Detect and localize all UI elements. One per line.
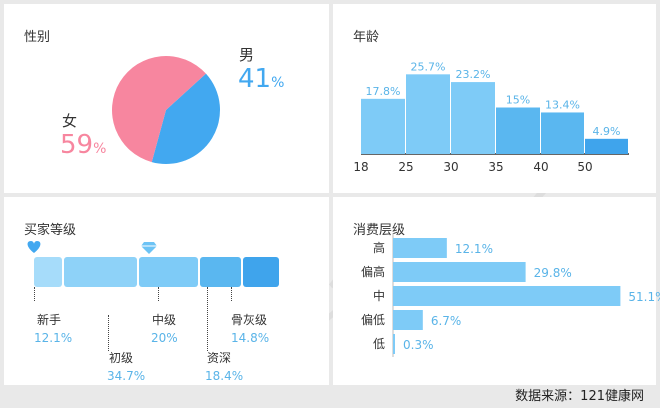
pie-slice (151, 73, 221, 164)
spend-bar (393, 334, 395, 354)
gender-pie-chart (112, 56, 221, 164)
spend-category-label: 偏低 (361, 312, 385, 327)
male-label: 男 (239, 46, 255, 64)
leader-line (158, 287, 159, 301)
level-name: 骨灰级 (231, 313, 268, 327)
level-name: 初级 (109, 351, 134, 365)
age-bar-value: 13.4% (545, 98, 580, 111)
age-bar-value: 4.9% (593, 125, 621, 138)
female-percent: 59% (60, 130, 107, 160)
level-value: 12.1% (34, 331, 73, 345)
spend-bar-value: 6.7% (431, 314, 462, 328)
buyer-title: 买家等级 (24, 223, 77, 238)
age-title: 年龄 (353, 30, 380, 45)
buyer-level-segment (200, 257, 241, 287)
spend-bar-value: 12.1% (455, 242, 493, 256)
gender-panel: 性别 男 41% 女 59% (4, 4, 329, 193)
age-bar-value: 25.7% (411, 60, 446, 73)
leader-line (231, 287, 232, 301)
age-bar-value: 17.8% (366, 85, 401, 98)
level-name: 资深 (207, 351, 232, 365)
level-value: 18.4% (205, 369, 244, 383)
age-tick-label: 40 (533, 160, 548, 174)
buyer-level-segment (64, 257, 137, 287)
spend-bar (393, 262, 526, 282)
age-bar (585, 138, 628, 154)
level-name: 中级 (152, 313, 177, 327)
male-percent: 41% (238, 64, 285, 94)
spend-bar-value: 51.1% (628, 290, 660, 304)
age-bar (541, 112, 584, 154)
spend-bar-value: 29.8% (534, 266, 572, 280)
leader-line (108, 315, 109, 351)
age-bar (496, 107, 540, 154)
level-value: 34.7% (107, 369, 146, 383)
level-value: 14.8% (231, 331, 270, 345)
heart-icon (27, 241, 41, 253)
age-tick-label: 25 (398, 160, 413, 174)
spend-bar-value: 0.3% (403, 338, 434, 352)
level-name: 新手 (37, 313, 62, 327)
spending-level-bar: 高 12.1% 偏高 29.8% 中 51.1% 偏低 6.7% 低 0.3% (361, 233, 660, 357)
age-tick-label: 30 (443, 160, 458, 174)
spend-category-label: 低 (373, 337, 385, 351)
age-bar-value: 15% (506, 94, 530, 107)
buyer-level-segment (34, 257, 62, 287)
age-tick-label: 18 (353, 160, 368, 174)
age-tick-label: 35 (488, 160, 503, 174)
diamond-icon (141, 242, 157, 254)
level-value: 20% (151, 331, 178, 345)
data-source: 数据来源：121健康网 (515, 389, 644, 404)
spend-bar (393, 286, 621, 306)
buyer-level-bar (27, 241, 279, 287)
female-label: 女 (62, 112, 78, 130)
spend-bar (393, 310, 423, 330)
leader-line (207, 287, 208, 351)
buyer-level-segment (139, 257, 198, 287)
spend-category-label: 中 (373, 288, 385, 303)
buyer-panel: 买家等级 新手 12.1% 初级 34.7% 中级 20% 资深 18.4% 骨… (4, 197, 329, 385)
age-bar (451, 82, 495, 154)
age-bar (361, 98, 405, 154)
leader-line (34, 287, 35, 301)
age-histogram: 17.8% 25.7% 23.2% 15% 13.4% 4.9% 18 25 30 35 40 50 (353, 60, 629, 174)
spending-panel: 消费层级 高 12.1% 偏高 29.8% 中 51.1% 偏低 6.7% 低 0.3% (333, 197, 660, 385)
buyer-level-segment (243, 257, 279, 287)
pie-slice (112, 56, 206, 163)
gender-title: 性别 (24, 30, 51, 45)
spend-category-label: 高 (373, 240, 385, 255)
age-bar-value: 23.2% (456, 68, 491, 81)
spend-category-label: 偏高 (361, 264, 385, 279)
age-tick-label: 50 (577, 160, 592, 174)
spend-bar (393, 238, 447, 258)
spending-title: 消费层级 (353, 223, 406, 238)
age-bar (406, 74, 450, 154)
age-panel: 年龄 17.8% 25.7% 23.2% 15% 13.4% 4.9% 18 25 30 35 40… (333, 4, 656, 193)
